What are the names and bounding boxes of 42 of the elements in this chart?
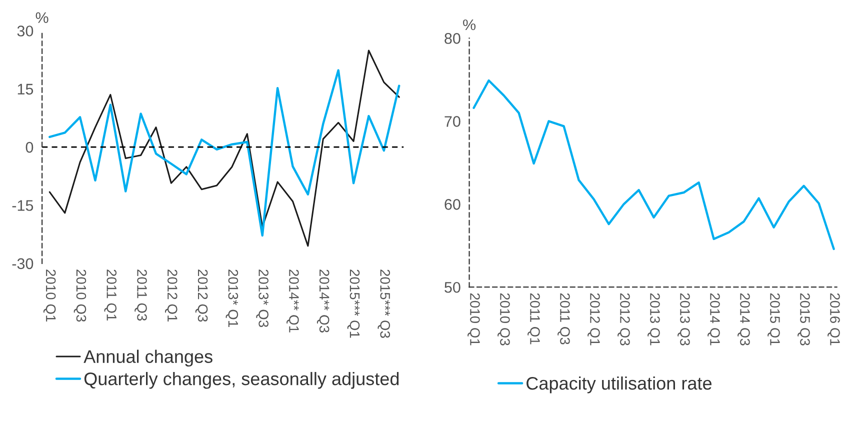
line-series (472, 79, 835, 250)
y-tick-label: -15 (12, 200, 34, 211)
x-tick-label: 2012 Q3 (195, 270, 208, 322)
x-tick-label: 2012 Q3 (618, 293, 630, 346)
x-tick-label: 2011 Q3 (134, 270, 147, 321)
legend-label: Annual changes (84, 350, 212, 367)
x-tick-label: 2010 Q1 (468, 293, 480, 346)
line-series (48, 50, 400, 247)
y-tick-label: 15 (18, 84, 34, 95)
y-tick-label: 70 (444, 116, 460, 127)
x-tick-label: 2014 Q3 (738, 293, 750, 346)
x-tick-label: 2011 Q1 (104, 270, 117, 321)
x-tick-label: 2014 Q1 (708, 293, 720, 346)
x-tick-label: 2010 Q3 (74, 270, 86, 322)
y-tick-label: 30 (17, 26, 34, 36)
x-tick-label: 2011 Q3 (558, 293, 570, 344)
x-tick-label: 2013 Q1 (648, 293, 660, 346)
x-tick-label: 2015 Q1 (768, 293, 780, 346)
legend-label: Quarterly changes, seasonally adjusted (84, 372, 399, 389)
y-tick-label: 0 (26, 142, 34, 153)
x-tick-label: 2014** Q3 (316, 270, 330, 332)
y-tick-label: -30 (12, 258, 34, 270)
x-tick-label: 2015*** Q3 (378, 270, 390, 338)
x-tick-label: 2013* Q1 (226, 270, 238, 327)
x-tick-label: 2014** Q1 (286, 270, 299, 332)
line-series (48, 69, 400, 237)
x-tick-label: 2010 Q1 (43, 270, 56, 322)
x-tick-label: 2012 Q1 (164, 270, 178, 322)
y-tick-label: 50 (444, 282, 460, 293)
legend-label: Capacity utilisation rate (526, 376, 712, 394)
y-tick-label: 80 (444, 33, 460, 44)
x-tick-label: 2012 Q1 (588, 293, 600, 346)
x-tick-label: 2016 Q1 (828, 293, 840, 346)
x-tick-label: 2013 Q3 (678, 293, 690, 346)
y-axis-title: % (463, 19, 476, 30)
y-tick-label: 60 (444, 199, 460, 210)
x-tick-label: 2010 Q3 (498, 293, 510, 346)
x-tick-label: 2015 Q3 (798, 293, 810, 346)
x-tick-label: 2013* Q3 (256, 270, 268, 328)
y-axis-title: % (36, 12, 48, 23)
x-tick-label: 2011 Q1 (528, 293, 540, 344)
x-tick-label: 2015*** Q1 (347, 270, 360, 338)
